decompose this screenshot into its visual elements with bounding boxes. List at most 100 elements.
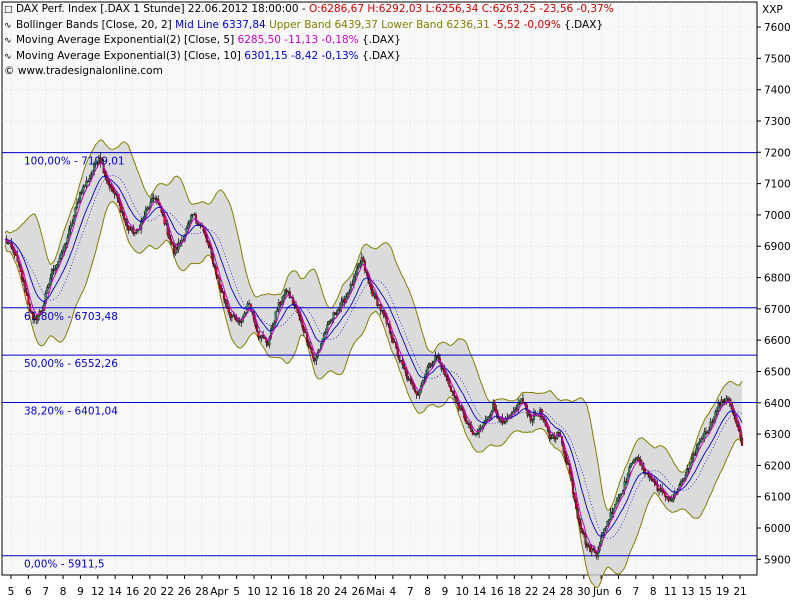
copyright-text: © www.tradesignalonline.com: [4, 65, 163, 77]
candle-body: [402, 364, 406, 369]
candle: [700, 436, 703, 443]
x-tick-label: 13: [681, 586, 694, 598]
candle-body: [697, 442, 700, 449]
candle-body: [629, 463, 632, 468]
candle-body: [564, 451, 567, 458]
candle: [423, 375, 426, 384]
candle-body: [99, 156, 102, 163]
x-tick-label: 11: [664, 586, 677, 598]
candle-body: [224, 299, 227, 304]
candle-body: [135, 230, 138, 233]
candle-body: [121, 211, 124, 214]
candle: [740, 434, 744, 446]
candle: [174, 243, 177, 256]
candle: [315, 353, 318, 366]
y-tick-label: 6000: [764, 523, 791, 535]
y-tick-label: 6200: [764, 460, 791, 472]
x-tick-label: 20: [143, 586, 156, 598]
candle: [285, 288, 288, 296]
x-tick-label: 19: [716, 586, 729, 598]
candle: [262, 330, 265, 339]
candle-body: [104, 172, 107, 176]
candle-body: [19, 265, 22, 272]
candle-body: [446, 376, 449, 381]
candle: [503, 420, 506, 425]
candle-body: [698, 441, 701, 444]
candle: [263, 336, 266, 339]
candle: [79, 190, 82, 205]
x-tick-label: 15: [699, 586, 712, 598]
x-tick-label: 6: [615, 586, 622, 598]
candle: [104, 169, 107, 180]
candle-body: [54, 268, 57, 272]
legend-row-ema5: ∿ Moving Average Exponential(2) [Close, 5…: [4, 33, 614, 49]
candle-body: [607, 519, 611, 522]
candle-body: [88, 178, 91, 182]
legend-ema5-label: Moving Average Exponential(2) [Close, 5]: [16, 34, 238, 46]
candle-body: [362, 257, 365, 262]
candle-body: [329, 320, 332, 322]
candle: [171, 241, 174, 246]
x-tick-label: Apr: [210, 586, 229, 598]
candle: [310, 346, 313, 354]
candle: [398, 355, 401, 364]
candle-body: [395, 341, 398, 348]
candle-body: [75, 202, 79, 208]
candle-body: [412, 383, 415, 390]
candle: [213, 263, 216, 270]
candle: [471, 429, 474, 436]
candle-body: [379, 304, 382, 311]
candle-body: [68, 229, 71, 238]
candle-body: [706, 432, 709, 434]
x-tick-label: 24: [542, 586, 556, 598]
candle: [334, 312, 337, 315]
y-tick-label: 7100: [764, 179, 791, 191]
y-tick-label: 7300: [764, 116, 791, 128]
x-tick-label: 14: [473, 586, 487, 598]
legend-bollinger-upper: Upper Band 6439,37: [269, 18, 378, 31]
candle: [144, 205, 147, 218]
candle-body: [725, 398, 728, 402]
candle: [404, 366, 407, 377]
candle: [656, 480, 659, 493]
fibonacci-retracement[interactable]: 100,00% - 7199,01 61,80% - 6703,48 50,00% …: [2, 152, 757, 571]
candle-body: [58, 258, 61, 262]
x-tick-label: 12: [265, 586, 278, 598]
candle: [75, 198, 79, 210]
candle-body: [263, 336, 266, 339]
candle-body: [401, 359, 404, 365]
legend-main-label: DAX Perf. Index [.DAX 1 Stunde] 22.06.20…: [16, 3, 309, 15]
candle-body: [249, 303, 252, 312]
candle: [24, 279, 27, 293]
candle: [614, 503, 617, 509]
candle-body: [82, 186, 85, 194]
candle: [212, 251, 215, 267]
x-tick-label: 18: [508, 586, 521, 598]
candle-body: [456, 397, 459, 404]
bollinger-mid-line: [4, 175, 743, 540]
candle-body: [223, 292, 226, 300]
candle: [19, 263, 22, 273]
candle: [357, 262, 360, 270]
candle: [215, 266, 218, 280]
candle-body: [268, 337, 271, 346]
candle: [133, 232, 136, 237]
candle-body: [448, 380, 451, 387]
x-tick-label: 5: [8, 586, 15, 598]
candle-body: [307, 341, 310, 346]
candle: [127, 225, 130, 234]
candle-body: [359, 263, 362, 266]
candle: [187, 220, 190, 230]
candle: [323, 331, 326, 341]
candle-body: [570, 473, 573, 482]
candle-body: [493, 403, 496, 410]
y-tick-label: 6600: [764, 335, 791, 347]
candle: [122, 210, 125, 221]
candle-body: [91, 170, 94, 175]
candle: [226, 298, 229, 310]
candle-body: [722, 399, 725, 403]
candle-body: [728, 398, 731, 403]
candle: [22, 276, 25, 286]
x-tick-label: 22: [525, 586, 538, 598]
